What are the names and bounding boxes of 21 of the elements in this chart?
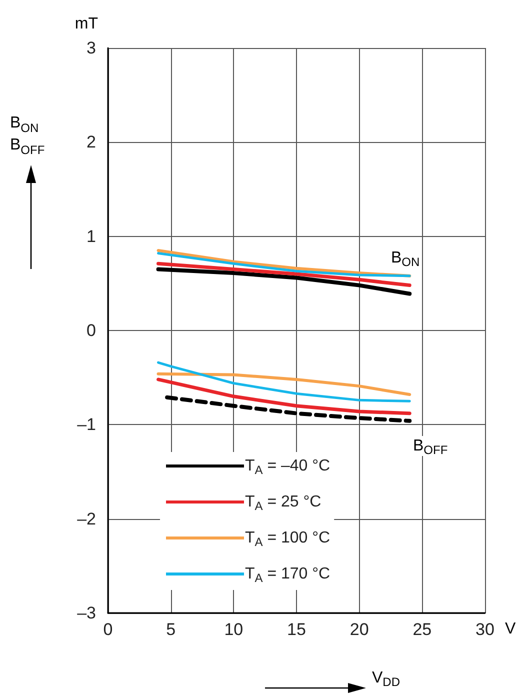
x-tick-label: 15 bbox=[287, 620, 306, 639]
x-tick-label: 0 bbox=[103, 620, 113, 639]
line-series bbox=[156, 267, 412, 296]
text: V bbox=[505, 620, 516, 638]
x-tick-label: 25 bbox=[412, 620, 432, 639]
y-tick-label: –3 bbox=[77, 604, 96, 622]
y-tick-label: –1 bbox=[77, 415, 96, 434]
line-series bbox=[156, 372, 412, 396]
y-tick-label: 2 bbox=[86, 132, 96, 152]
line-series bbox=[165, 395, 412, 423]
line-series bbox=[157, 361, 411, 402]
x-tick-label: 10 bbox=[224, 620, 244, 639]
x-tick-label: 30 bbox=[476, 620, 494, 639]
y-tick-label: –2 bbox=[77, 509, 96, 528]
line-series bbox=[156, 378, 412, 416]
x-tick-label: 5 bbox=[166, 620, 176, 639]
x-tick-label: 20 bbox=[350, 620, 369, 639]
y-tick-label: 3 bbox=[86, 38, 96, 58]
text: mT bbox=[74, 16, 98, 32]
y-tick-label: 1 bbox=[86, 226, 96, 246]
y-tick-label: 0 bbox=[86, 321, 96, 340]
